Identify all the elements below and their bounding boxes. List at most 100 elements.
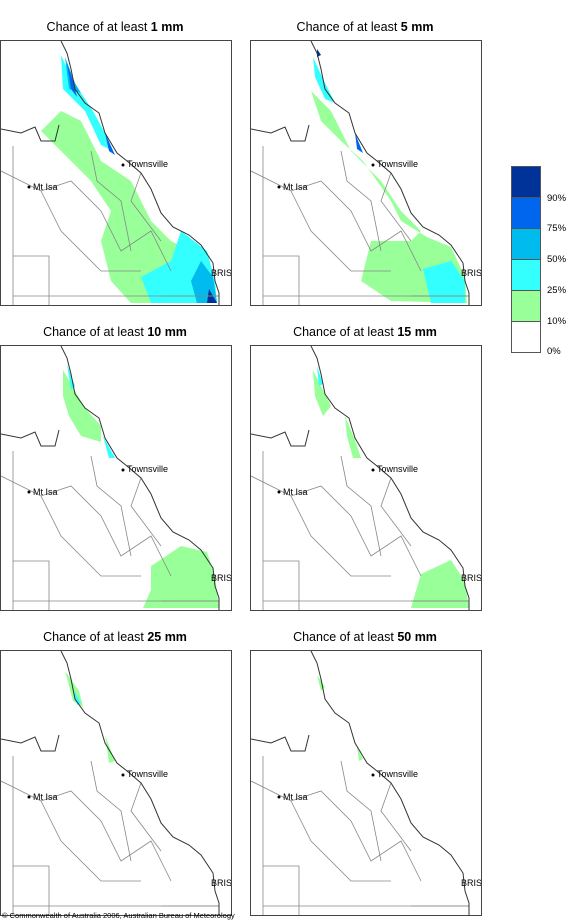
district-boundary xyxy=(13,560,50,610)
legend-swatch-0 xyxy=(511,321,541,353)
district-boundary xyxy=(290,495,391,577)
district-boundary xyxy=(340,455,382,557)
townsville-marker xyxy=(121,163,125,167)
brisbane-label: BRIS xyxy=(461,268,482,278)
district-boundary xyxy=(130,477,162,547)
rain-probability-area-green xyxy=(311,91,467,303)
townsville-label: Townsville xyxy=(377,159,419,169)
district-boundary xyxy=(380,477,412,547)
rain-probability-area-green xyxy=(345,416,361,458)
land-area xyxy=(251,346,469,610)
legend-label-10: 10% xyxy=(547,316,567,327)
panel-title-25mm: Chance of at least 25 mm xyxy=(43,630,187,644)
townsville-label: Townsville xyxy=(127,464,169,474)
rain-probability-area-cyan xyxy=(61,55,113,151)
land-area xyxy=(251,651,469,915)
legend-swatch-90 xyxy=(511,166,541,197)
coastline xyxy=(60,346,220,610)
mt-isa-label: Mt Isa xyxy=(33,792,58,802)
district-boundary xyxy=(13,255,50,305)
mt-isa-marker xyxy=(277,490,281,494)
mt-isa-label: Mt Isa xyxy=(283,487,308,497)
map-panel-50mm: Townsville Mt Isa BRIS xyxy=(250,650,482,916)
townsville-label: Townsville xyxy=(127,159,169,169)
district-boundary xyxy=(90,760,132,862)
panel-title-5mm: Chance of at least 5 mm xyxy=(296,20,434,34)
rain-probability-area-cyan xyxy=(423,261,465,303)
rain-probability-area-green xyxy=(357,747,363,761)
legend-label-75: 75% xyxy=(547,223,567,234)
coastline xyxy=(1,734,60,752)
rain-probability-area-cyan xyxy=(73,689,81,705)
legend-label-50: 50% xyxy=(547,254,567,265)
brisbane-label: BRIS xyxy=(211,268,232,278)
rain-probability-area-green xyxy=(313,370,331,416)
brisbane-label: BRIS xyxy=(211,573,232,583)
coastline xyxy=(310,346,470,610)
panel-title-1mm: Chance of at least 1 mm xyxy=(46,20,184,34)
rain-probability-area-cyan xyxy=(103,436,115,458)
district-boundary xyxy=(40,190,141,272)
legend-label-90: 90% xyxy=(547,193,567,204)
rain-probability-area-green xyxy=(65,671,83,707)
legend-swatch-50 xyxy=(511,228,541,259)
townsville-marker xyxy=(371,163,375,167)
copyright-notice: © Commonwealth of Australia 2006, Austra… xyxy=(2,911,235,920)
mt-isa-marker xyxy=(277,795,281,799)
coastline xyxy=(310,651,470,915)
townsville-marker xyxy=(121,773,125,777)
townsville-marker xyxy=(121,468,125,472)
rain-probability-area-blue xyxy=(355,133,363,153)
map-panel-5mm: Townsville Mt Isa BRIS xyxy=(250,40,482,306)
map-drawing xyxy=(251,346,470,610)
coastline xyxy=(1,124,60,142)
panel-title-15mm: Chance of at least 15 mm xyxy=(293,325,437,339)
map-panel-25mm: Townsville Mt Isa BRIS xyxy=(0,650,232,916)
map-drawing xyxy=(251,651,470,915)
map-drawing xyxy=(1,346,220,610)
district-boundary xyxy=(340,150,382,252)
legend-label-25: 25% xyxy=(547,285,567,296)
brisbane-label: BRIS xyxy=(211,878,232,888)
map-drawing xyxy=(1,41,220,305)
rain-probability-area-green xyxy=(143,546,219,608)
rain-probability-area-sky xyxy=(65,57,81,93)
mt-isa-marker xyxy=(27,490,31,494)
legend-swatch-25 xyxy=(511,259,541,290)
district-boundary xyxy=(40,800,141,882)
mt-isa-label: Mt Isa xyxy=(283,182,308,192)
district-boundary xyxy=(290,190,391,272)
district-boundary xyxy=(13,865,50,915)
mt-isa-marker xyxy=(27,795,31,799)
map-panel-10mm: Townsville Mt Isa BRIS xyxy=(0,345,232,611)
land-area xyxy=(1,346,219,610)
legend-swatch-75 xyxy=(511,197,541,228)
coastline xyxy=(251,734,310,752)
legend-label-0: 0% xyxy=(547,346,561,357)
coastline xyxy=(251,124,310,142)
townsville-marker xyxy=(371,468,375,472)
townsville-label: Townsville xyxy=(377,464,419,474)
district-boundary xyxy=(263,865,300,915)
mt-isa-marker xyxy=(27,185,31,189)
district-boundary xyxy=(380,172,412,242)
rain-probability-area-cyan xyxy=(313,57,335,103)
mt-isa-label: Mt Isa xyxy=(283,792,308,802)
district-boundary xyxy=(290,800,391,882)
district-boundary xyxy=(263,255,300,305)
coastline xyxy=(60,651,220,915)
map-drawing xyxy=(251,41,470,305)
mt-isa-label: Mt Isa xyxy=(33,487,58,497)
district-boundary xyxy=(380,782,412,852)
district-boundary xyxy=(130,172,162,242)
rain-probability-area-green xyxy=(411,560,469,608)
district-boundary xyxy=(263,560,300,610)
land-area xyxy=(1,651,219,915)
map-panel-1mm: Townsville Mt Isa BRIS xyxy=(0,40,232,306)
district-boundary xyxy=(90,150,132,252)
rain-probability-area-cyan xyxy=(317,366,323,386)
brisbane-label: BRIS xyxy=(461,878,482,888)
district-boundary xyxy=(90,455,132,557)
coastline xyxy=(1,429,60,447)
coastline xyxy=(251,429,310,447)
